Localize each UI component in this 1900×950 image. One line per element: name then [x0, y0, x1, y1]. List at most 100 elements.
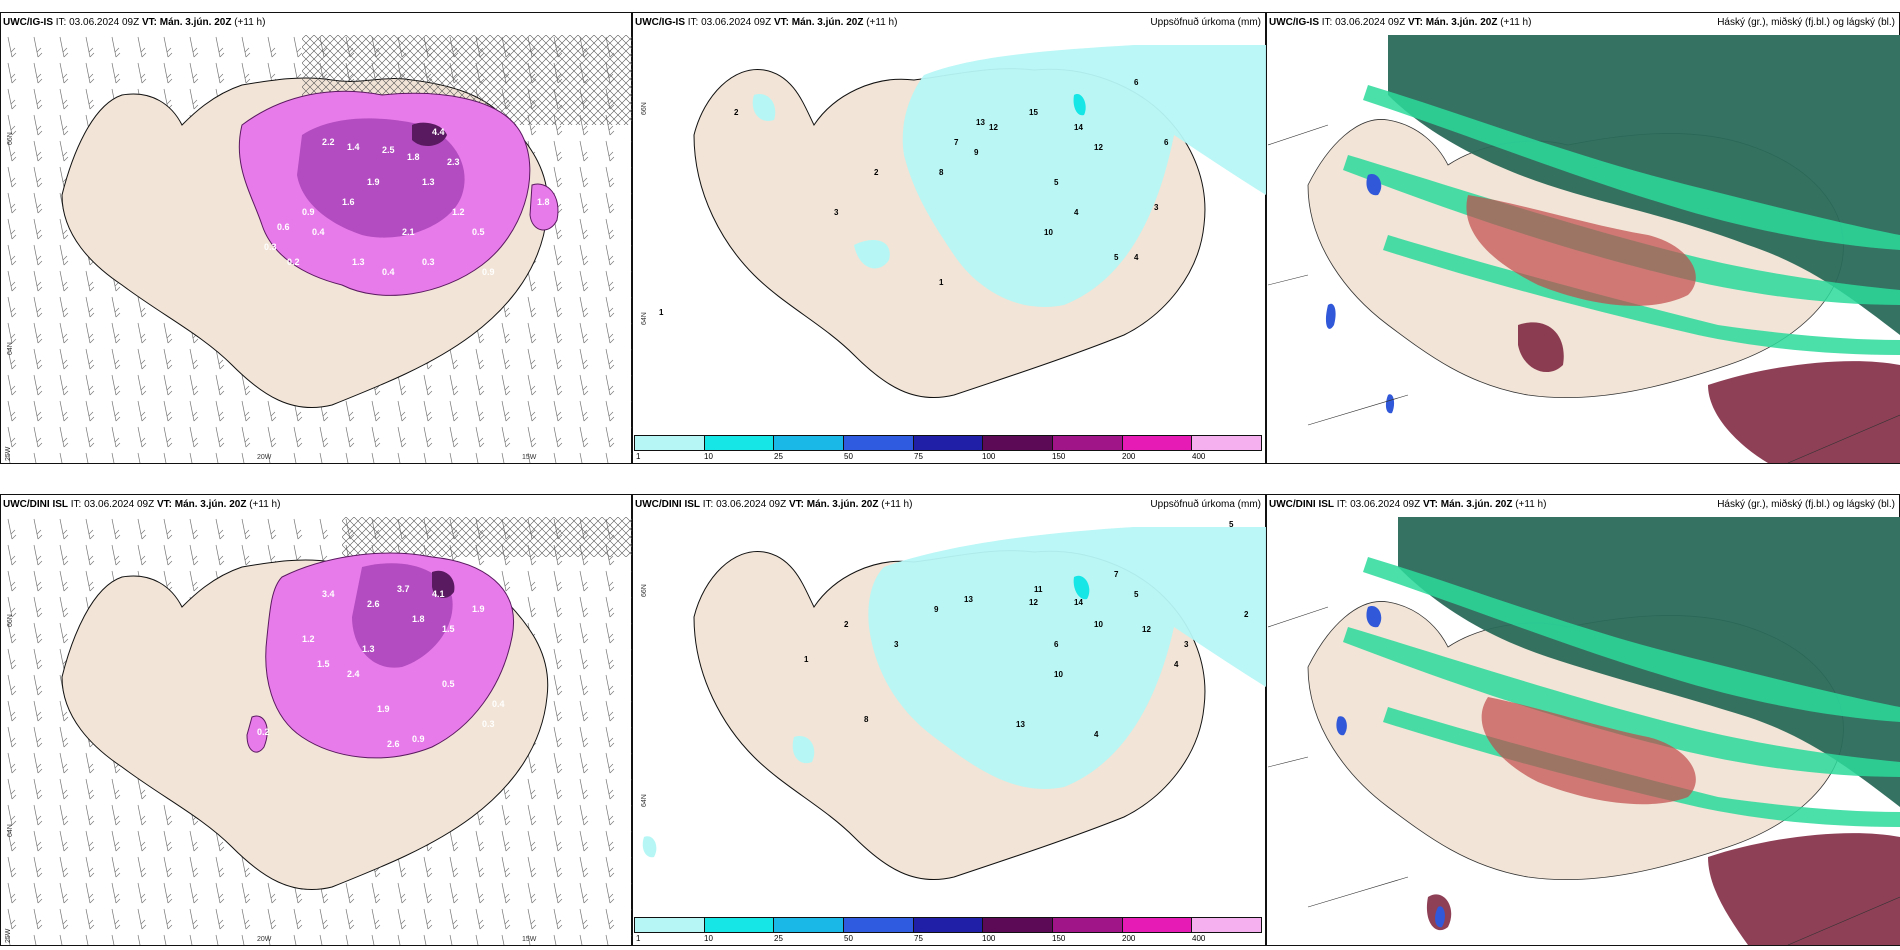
svg-text:3.4: 3.4	[322, 589, 335, 599]
svg-text:5: 5	[1134, 590, 1139, 599]
cb-swatch-3	[844, 918, 914, 932]
lon-label-15w: 15W	[522, 454, 537, 461]
svg-text:3.7: 3.7	[397, 584, 410, 594]
cb-swatch-2	[774, 918, 845, 932]
svg-text:2: 2	[844, 620, 849, 629]
svg-text:2.1: 2.1	[402, 227, 415, 237]
precip-cyan-area	[868, 527, 1266, 789]
cloud-red-area	[1481, 697, 1696, 805]
svg-text:1.3: 1.3	[362, 644, 375, 654]
cb-tick-8: 400	[1192, 934, 1206, 943]
svg-text:12: 12	[1142, 625, 1151, 634]
svg-text:14: 14	[1074, 123, 1083, 132]
svg-text:15: 15	[1029, 108, 1038, 117]
precip-values: 5 2 11 13 12 14 10 9 8 6 7 5 4 3 2 1 12	[804, 520, 1249, 739]
cloud-mid-green-bands	[1343, 557, 1900, 827]
svg-text:0.5: 0.5	[472, 227, 485, 237]
svg-text:0.2: 0.2	[287, 257, 300, 267]
svg-text:0.6: 0.6	[277, 222, 290, 232]
precip-colorbar: 1 10 25 50 75 100 150 200 400	[634, 917, 1262, 944]
cb-swatch-7	[1122, 918, 1193, 932]
svg-text:4: 4	[1094, 730, 1099, 739]
precip-cyan-dark	[1073, 94, 1086, 116]
hatched-area	[342, 517, 632, 557]
svg-text:2.4: 2.4	[347, 669, 360, 679]
cb-swatch-5	[983, 436, 1054, 450]
svg-text:3: 3	[1184, 640, 1189, 649]
cb-swatch-6	[1053, 918, 1123, 932]
cb-tick-0: 1	[636, 934, 641, 943]
svg-text:1.3: 1.3	[352, 257, 365, 267]
precip-cyan-patches	[752, 94, 890, 269]
svg-text:2: 2	[874, 168, 879, 177]
svg-text:0.9: 0.9	[482, 267, 495, 277]
svg-text:1.2: 1.2	[302, 634, 315, 644]
lon-label-20w: 20W	[257, 936, 272, 943]
svg-text:5: 5	[1054, 178, 1059, 187]
svg-text:12: 12	[1094, 143, 1103, 152]
precip-cyan-area	[902, 45, 1266, 307]
cb-tick-4: 75	[914, 934, 923, 943]
cb-tick-4: 75	[914, 452, 923, 461]
svg-text:14: 14	[1074, 598, 1083, 607]
svg-text:2.5: 2.5	[382, 145, 395, 155]
precip-purple-east	[529, 183, 559, 231]
colorbar-swatches	[634, 917, 1262, 933]
cloud-red-area	[1466, 195, 1696, 306]
svg-text:1.8: 1.8	[537, 197, 550, 207]
panel-header: UWC/DINI ISL IT: 03.06.2024 09Z VT: Mán.…	[3, 499, 281, 510]
svg-text:12: 12	[1029, 598, 1038, 607]
lat-label-66n: 66N	[7, 614, 14, 627]
cb-swatch-8	[1192, 436, 1262, 450]
colorbar-ticks: 1 10 25 50 75 100 150 200 400	[634, 452, 1262, 462]
cb-swatch-6	[1053, 436, 1123, 450]
svg-text:0.3: 0.3	[422, 257, 435, 267]
svg-text:10: 10	[1094, 620, 1103, 629]
country-borders	[1268, 124, 1900, 463]
panel-header: UWC/IG-IS IT: 03.06.2024 09Z VT: Mán. 3.…	[635, 17, 898, 28]
svg-text:0.4: 0.4	[382, 267, 395, 277]
svg-text:0.4: 0.4	[492, 699, 505, 709]
svg-text:1.9: 1.9	[472, 604, 485, 614]
svg-text:1.9: 1.9	[367, 177, 380, 187]
panel-top-middle-accumulated-precip: UWC/IG-IS IT: 03.06.2024 09Z VT: Mán. 3.…	[632, 12, 1266, 464]
cb-tick-2: 25	[774, 934, 783, 943]
map-area	[1268, 35, 1900, 463]
svg-text:4.4: 4.4	[432, 127, 445, 137]
svg-text:2.2: 2.2	[322, 137, 335, 147]
svg-text:13: 13	[976, 118, 985, 127]
cb-swatch-5	[983, 918, 1054, 932]
svg-text:7: 7	[1114, 570, 1119, 579]
svg-text:13: 13	[964, 595, 973, 604]
lon-label-15w: 15W	[522, 936, 537, 943]
colorbar-ticks: 1 10 25 50 75 100 150 200 400	[634, 934, 1262, 944]
svg-text:0.9: 0.9	[302, 207, 315, 217]
svg-text:4: 4	[1134, 253, 1139, 262]
lat-label-64n: 64N	[641, 312, 648, 325]
svg-text:1: 1	[939, 278, 944, 287]
svg-text:3: 3	[894, 640, 899, 649]
svg-text:1.9: 1.9	[377, 704, 390, 714]
cb-swatch-0	[635, 436, 705, 450]
panel-variable-label: Háský (gr.), miðský (fj.bl.) og lágský (…	[1717, 17, 1895, 28]
svg-text:8: 8	[864, 715, 869, 724]
panel-bottom-left-wind-precip: UWC/DINI ISL IT: 03.06.2024 09Z VT: Mán.…	[0, 494, 632, 946]
cb-tick-1: 10	[704, 452, 713, 461]
map-area: 66N 64N 5 2 11 13 12 14 10 9 8 6 7 5 4 3	[634, 517, 1266, 913]
svg-text:1.2: 1.2	[452, 207, 465, 217]
cb-tick-6: 150	[1052, 452, 1066, 461]
precip-cyan-patches	[642, 736, 815, 858]
svg-text:2.6: 2.6	[387, 739, 400, 749]
svg-text:1.6: 1.6	[342, 197, 355, 207]
svg-text:0.3: 0.3	[482, 719, 495, 729]
cb-tick-6: 150	[1052, 934, 1066, 943]
svg-text:0.3: 0.3	[264, 242, 277, 252]
svg-text:1.8: 1.8	[407, 152, 420, 162]
map-area: 66N 64N 25W 20W 15W 2.2 1.4 2.5 1.8 4.4 …	[2, 35, 632, 463]
svg-text:1.5: 1.5	[442, 624, 455, 634]
map-area: 66N 64N 25W 20W 15W 3.7 4.1 1.8 1.5 1.9 …	[2, 517, 632, 945]
svg-text:5: 5	[1229, 520, 1234, 529]
cb-swatch-7	[1122, 436, 1193, 450]
svg-text:12: 12	[989, 123, 998, 132]
